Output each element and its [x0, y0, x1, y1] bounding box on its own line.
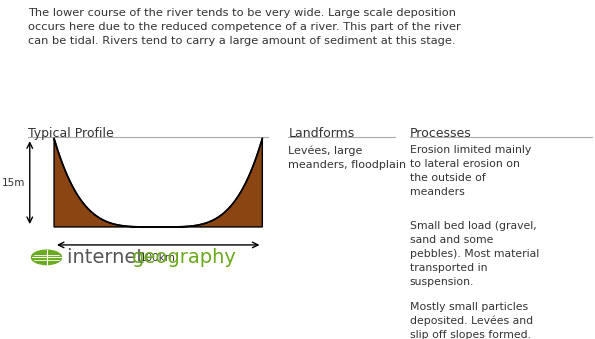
Text: Typical Profile: Typical Profile [28, 127, 114, 140]
Text: Small bed load (gravel,
sand and some
pebbles). Most material
transported in
sus: Small bed load (gravel, sand and some pe… [410, 221, 539, 287]
Text: Erosion limited mainly
to lateral erosion on
the outside of
meanders: Erosion limited mainly to lateral erosio… [410, 145, 531, 197]
Text: 15m: 15m [2, 178, 25, 188]
Text: The lower course of the river tends to be very wide. Large scale deposition
occu: The lower course of the river tends to b… [28, 8, 461, 46]
Text: geography: geography [132, 248, 237, 267]
Text: Landforms: Landforms [289, 127, 355, 140]
Polygon shape [54, 138, 262, 227]
Text: Levées, large
meanders, floodplain: Levées, large meanders, floodplain [289, 145, 406, 170]
Text: Mostly small particles
deposited. Levées and
slip off slopes formed.: Mostly small particles deposited. Levées… [410, 302, 533, 339]
Text: Processes: Processes [410, 127, 472, 140]
Text: 100km: 100km [140, 253, 176, 263]
Text: internet: internet [67, 248, 151, 267]
Circle shape [32, 250, 62, 264]
